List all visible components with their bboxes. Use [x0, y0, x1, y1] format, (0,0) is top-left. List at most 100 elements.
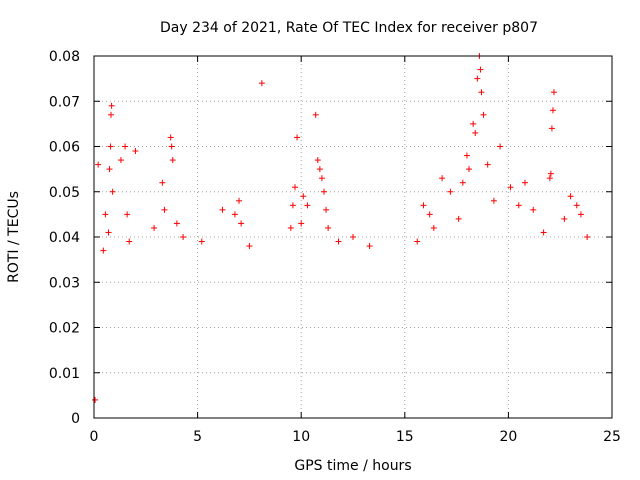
data-point	[573, 202, 580, 209]
data-point	[298, 220, 305, 227]
data-point	[161, 206, 168, 213]
y-tick-label: 0.07	[49, 94, 80, 110]
data-point	[490, 197, 497, 204]
x-tick-label: 10	[292, 429, 310, 445]
data-point	[173, 220, 180, 227]
data-point	[567, 193, 574, 200]
data-point	[287, 224, 294, 231]
data-point	[426, 211, 433, 218]
data-point	[289, 202, 296, 209]
data-point	[521, 179, 528, 186]
data-point	[561, 215, 568, 222]
y-tick-label: 0.08	[49, 49, 80, 65]
data-point	[439, 175, 446, 182]
data-point	[132, 148, 139, 155]
data-point	[92, 396, 99, 403]
data-point	[577, 211, 584, 218]
data-point	[312, 111, 319, 118]
y-tick-label: 0.06	[49, 140, 80, 156]
data-point	[474, 75, 481, 82]
x-tick-label: 20	[499, 429, 517, 445]
data-point	[472, 129, 479, 136]
data-point	[169, 157, 176, 164]
data-point	[548, 125, 555, 132]
data-point	[294, 134, 301, 141]
data-point	[167, 134, 174, 141]
y-tick-label: 0.02	[49, 321, 80, 337]
data-point	[168, 143, 175, 150]
y-tick-label: 0	[71, 411, 80, 427]
y-axis-label: ROTI / TECUs	[6, 191, 22, 283]
data-point	[335, 238, 342, 245]
chart-title: Day 234 of 2021, Rate Of TEC Index for r…	[160, 20, 538, 36]
data-point	[350, 234, 356, 240]
y-tick-label: 0.05	[49, 185, 80, 201]
data-point	[507, 184, 514, 191]
data-points	[92, 53, 591, 403]
x-tick-label: 0	[90, 429, 99, 445]
data-point	[455, 215, 462, 222]
x-tick-label: 25	[603, 429, 621, 445]
data-point	[198, 238, 205, 245]
data-point	[459, 179, 466, 186]
data-point	[480, 111, 487, 118]
data-point	[430, 224, 437, 231]
data-point	[107, 111, 114, 118]
data-point	[95, 161, 102, 168]
data-point	[584, 234, 591, 240]
data-point	[108, 102, 115, 109]
data-point	[126, 238, 133, 245]
data-point	[258, 80, 265, 87]
data-point	[530, 206, 537, 213]
data-point	[325, 224, 332, 231]
data-point	[304, 202, 311, 209]
data-point	[547, 170, 554, 177]
data-point	[320, 188, 327, 195]
data-point	[463, 152, 470, 159]
data-point	[122, 143, 129, 150]
data-point	[478, 89, 485, 96]
data-point	[497, 143, 504, 150]
y-tick-label: 0.03	[49, 275, 80, 291]
data-point	[180, 234, 187, 240]
grid-lines	[94, 56, 612, 418]
data-point	[323, 206, 330, 213]
x-tick-label: 5	[193, 429, 202, 445]
y-tick-label: 0.01	[49, 366, 80, 382]
data-point	[107, 143, 114, 150]
data-point	[477, 66, 484, 73]
data-point	[159, 179, 166, 186]
y-tick-label: 0.04	[49, 230, 80, 246]
data-point	[314, 157, 321, 164]
data-point	[300, 193, 307, 200]
data-point	[316, 166, 323, 173]
data-point	[447, 188, 454, 195]
data-point	[366, 243, 373, 250]
data-point	[414, 238, 421, 245]
x-tick-label: 15	[396, 429, 414, 445]
data-point	[117, 157, 124, 164]
data-point	[100, 247, 107, 254]
data-point	[106, 166, 113, 173]
data-point	[151, 224, 158, 231]
data-point	[318, 175, 325, 182]
data-point	[420, 202, 427, 209]
data-point	[515, 202, 522, 209]
data-point	[124, 211, 131, 218]
data-point	[484, 161, 491, 168]
data-point	[291, 184, 298, 191]
x-axis-label: GPS time / hours	[294, 458, 411, 474]
data-point	[470, 120, 477, 127]
data-point	[238, 220, 245, 227]
data-point	[540, 229, 547, 236]
data-point	[105, 229, 112, 236]
data-point	[466, 166, 473, 173]
data-point	[549, 107, 556, 114]
data-point	[231, 211, 238, 218]
data-point	[219, 206, 226, 213]
data-point	[546, 175, 553, 182]
axis-ticks: 0 5 10 15 20 25 0 0.01 0.02 0.03 0.04 0.05 0.06 0.07 0…	[49, 49, 621, 445]
data-point	[102, 211, 109, 218]
data-point	[550, 89, 557, 96]
